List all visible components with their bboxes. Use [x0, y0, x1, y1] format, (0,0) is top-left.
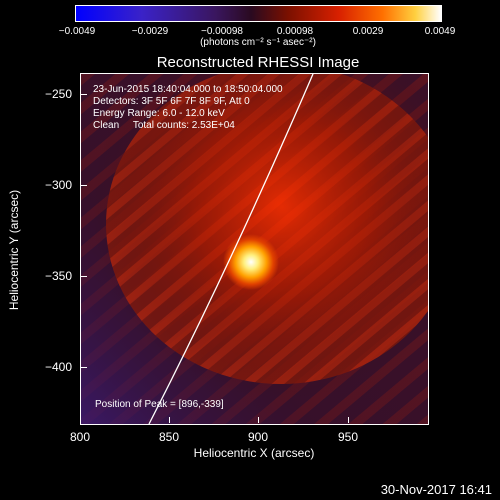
rhessi-image-svg [81, 74, 428, 424]
x-tick-label: 900 [247, 430, 269, 444]
detectors-text: Detectors: 3F 5F 6F 7F 8F 9F, Att 0 [93, 96, 250, 107]
time-range-text: 23-Jun-2015 18:40:04.000 to 18:50:04.000 [93, 84, 283, 95]
peak-position-text: Position of Peak = [896,-339] [95, 399, 224, 410]
y-tick-label: −350 [44, 269, 72, 283]
plot-title: Reconstructed RHESSI Image [156, 54, 360, 71]
y-tick-mark [81, 94, 87, 95]
y-tick-mark [81, 276, 87, 277]
rhessi-image [80, 73, 429, 425]
x-tick-label: 850 [158, 430, 180, 444]
colorbar [75, 5, 442, 22]
energy-range-text: Energy Range: 6.0 - 12.0 keV [93, 108, 225, 119]
colorbar-tick: −0.0029 [131, 26, 169, 37]
colorbar-units: (photons cm⁻² s⁻¹ asec⁻²) [200, 37, 316, 48]
x-tick-mark [258, 417, 259, 423]
colorbar-tick: −0.00098 [201, 26, 243, 37]
y-tick-label: −300 [44, 178, 72, 192]
x-tick-label: 800 [69, 430, 91, 444]
x-axis-label: Heliocentric X (arcsec) [193, 446, 315, 460]
x-tick-label: 950 [337, 430, 359, 444]
y-tick-mark [81, 367, 87, 368]
x-tick-mark [169, 417, 170, 423]
colorbar-tick: −0.0049 [58, 26, 96, 37]
y-axis-label: Heliocentric Y (arcsec) [7, 189, 21, 311]
colorbar-tick: 0.00098 [276, 26, 314, 37]
x-tick-mark [348, 417, 349, 423]
hxr-source [223, 234, 279, 290]
y-tick-label: −250 [44, 87, 72, 101]
y-tick-mark [81, 185, 87, 186]
clean-counts-text: Clean Total counts: 2.53E+04 [93, 120, 235, 131]
colorbar-tick: 0.0049 [424, 26, 456, 37]
date-stamp: 30-Nov-2017 16:41 [380, 482, 492, 497]
solar-limb-line [148, 74, 314, 424]
colorbar-tick: 0.0029 [352, 26, 384, 37]
y-tick-label: −400 [44, 360, 72, 374]
